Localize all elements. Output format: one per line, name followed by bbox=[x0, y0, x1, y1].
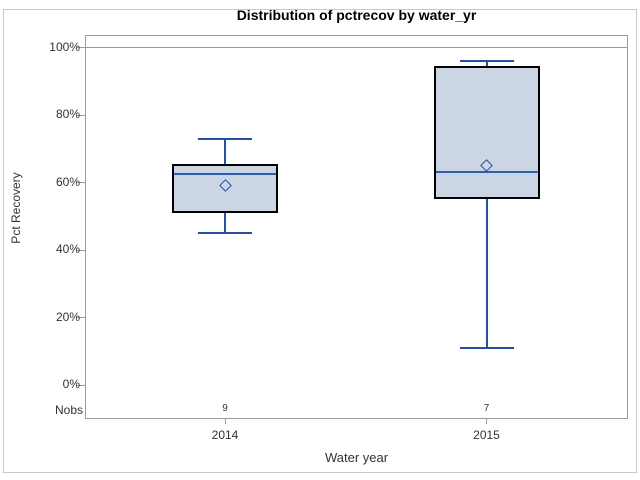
iqr-box bbox=[433, 66, 540, 200]
whisker-upper-cap bbox=[459, 60, 514, 62]
plot-frame bbox=[85, 35, 628, 419]
chart-title: Distribution of pctrecov by water_yr bbox=[236, 7, 477, 23]
y-tick-label: 20% bbox=[55, 309, 80, 324]
nobs-value-2015: 7 bbox=[483, 403, 490, 414]
y-tick-mark bbox=[77, 384, 85, 386]
nobs-label: Nobs bbox=[54, 403, 83, 417]
y-tick-mark bbox=[77, 317, 85, 318]
whisker-lower-stem bbox=[485, 199, 488, 348]
x-tick-mark bbox=[486, 419, 487, 424]
y-tick-mark bbox=[77, 182, 85, 183]
y-tick-label: 40% bbox=[55, 242, 80, 256]
iqr-box bbox=[172, 163, 278, 213]
whisker-upper-stem bbox=[485, 61, 488, 67]
nobs-value-2014: 9 bbox=[222, 403, 228, 414]
whisker-lower-stem bbox=[224, 212, 226, 234]
y-tick-label: 60% bbox=[55, 174, 80, 189]
whisker-lower-cap bbox=[198, 232, 252, 235]
whisker-lower-cap bbox=[459, 346, 514, 349]
y-tick-label: 100% bbox=[49, 39, 80, 54]
page-border bbox=[3, 9, 637, 473]
y-tick-mark bbox=[77, 114, 85, 116]
x-tick-mark bbox=[224, 419, 226, 424]
y-tick-label: 0% bbox=[62, 377, 80, 391]
y-tick-mark bbox=[77, 47, 85, 48]
gridline-100 bbox=[85, 47, 628, 48]
median-line bbox=[435, 171, 538, 174]
x-tick-label-2015: 2015 bbox=[473, 428, 500, 442]
whisker-upper-cap bbox=[198, 137, 252, 140]
x-tick-label-2014: 2014 bbox=[211, 428, 239, 442]
y-axis-label: Pct Recovery bbox=[9, 172, 23, 244]
y-tick-label: 80% bbox=[55, 107, 80, 121]
median-line bbox=[174, 173, 276, 176]
y-tick-mark bbox=[77, 249, 85, 251]
x-axis-label: Water year bbox=[324, 450, 389, 465]
whisker-upper-stem bbox=[224, 138, 226, 164]
